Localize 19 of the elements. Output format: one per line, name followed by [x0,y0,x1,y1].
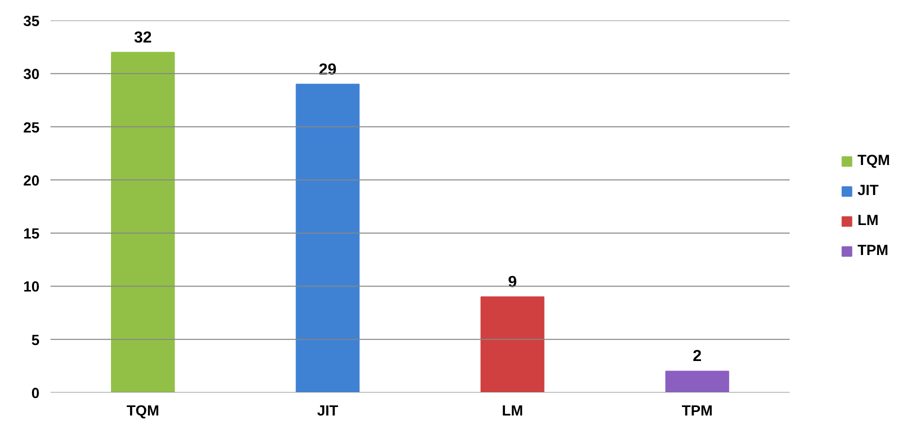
data-label: 32 [134,29,152,46]
data-label: 9 [508,274,518,291]
legend-label: LM [857,213,879,229]
x-tick-label: TQM [126,404,160,420]
legend-label: TQM [857,153,890,169]
data-label: 2 [692,348,702,366]
y-tick-label: 15 [23,226,40,243]
y-tick-label: 30 [23,67,40,84]
x-tick-label: TPM [682,404,713,420]
legend-label: TPM [857,243,888,259]
y-tick-label: 20 [23,173,40,190]
y-tick-label: 10 [23,280,40,296]
y-tick-label: 35 [23,14,40,30]
x-tick-label: LM [502,404,524,420]
x-tick-label: JIT [317,404,338,420]
legend-label: JIT [857,183,879,199]
y-tick-label: 0 [31,386,40,402]
y-tick-label: 5 [31,332,40,349]
y-tick-label: 25 [23,120,40,136]
